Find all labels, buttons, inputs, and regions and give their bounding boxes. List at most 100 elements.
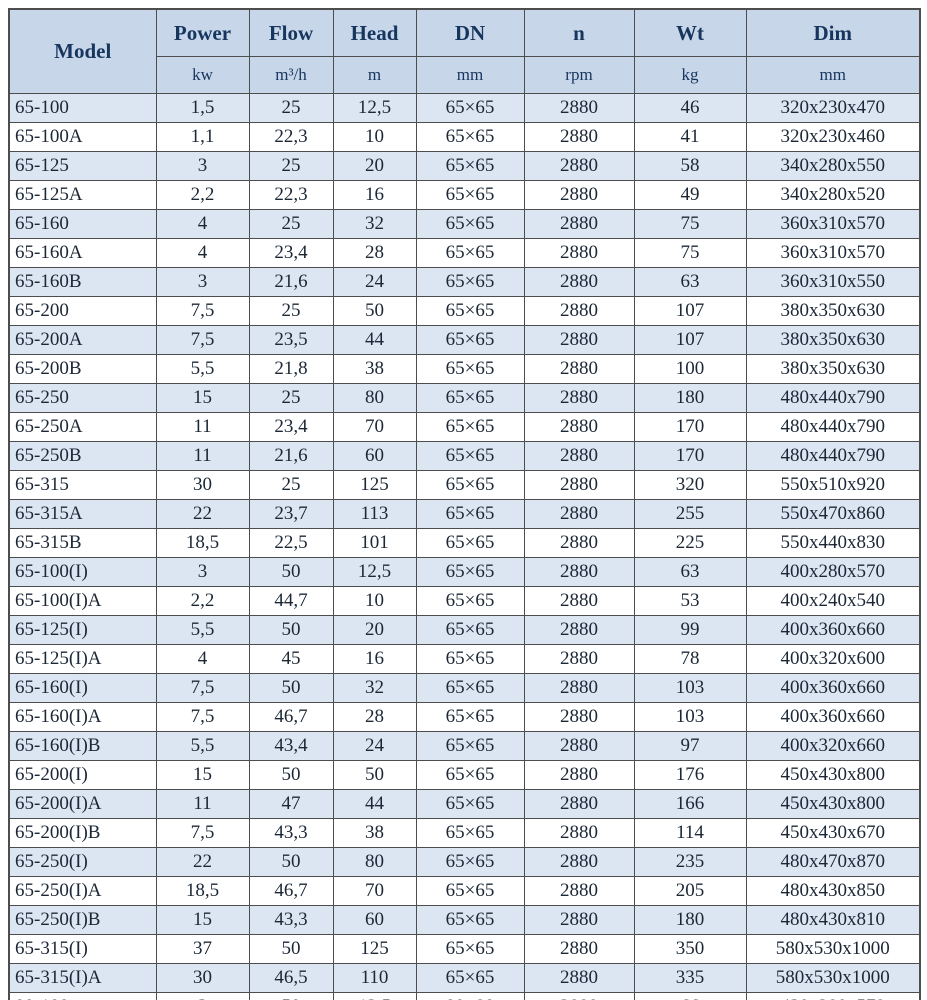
table-row: 65-200B 5,5 21,8 38 65×65 2880 100 380x350x630 (8, 354, 921, 384)
cell-n: 2880 (523, 905, 635, 935)
cell-dim: 400x360x660 (745, 673, 921, 703)
cell-flow: 25 (248, 93, 334, 123)
cell-power: 15 (155, 760, 250, 790)
cell-head: 38 (332, 818, 417, 848)
cell-model: 65-315(I)A (8, 963, 157, 993)
cell-wt: 97 (633, 731, 747, 761)
cell-model: 65-250 (8, 383, 157, 413)
cell-dn: 65×65 (415, 876, 525, 906)
cell-flow: 23,7 (248, 499, 334, 529)
cell-dim: 400x280x570 (745, 557, 921, 587)
cell-dim: 360x310x570 (745, 209, 921, 239)
table-row: 65-160(I)A 7,5 46,7 28 65×65 2880 103 400x360x6… (8, 702, 921, 732)
cell-power: 11 (155, 789, 250, 819)
cell-dn: 65×65 (415, 93, 525, 123)
cell-power: 7,5 (155, 296, 250, 326)
table-body: 65-100 1,5 25 12,5 65×65 2880 46 320x230x470 65-… (8, 93, 921, 1000)
cell-power: 5,5 (155, 615, 250, 645)
table-row: 65-315(I)A 30 46,5 110 65×65 2880 335 580x530x1… (8, 963, 921, 993)
cell-n: 2880 (523, 209, 635, 239)
cell-wt: 49 (633, 180, 747, 210)
table-row: 65-200 7,5 25 50 65×65 2880 107 380x350x630 (8, 296, 921, 326)
cell-model: 65-100A (8, 122, 157, 152)
cell-power: 3 (155, 267, 250, 297)
cell-dn: 80×80 (415, 992, 525, 1000)
cell-wt: 180 (633, 905, 747, 935)
cell-dim: 400x320x660 (745, 731, 921, 761)
table-row: 65-200(I) 15 50 50 65×65 2880 176 450x430x800 (8, 760, 921, 790)
cell-n: 2880 (523, 615, 635, 645)
pump-spec-table: Model Power Flow Head DN n Wt Dim kw m³/h m mm rpm kg… (8, 8, 921, 1000)
cell-dn: 65×65 (415, 267, 525, 297)
cell-n: 2880 (523, 731, 635, 761)
cell-head: 24 (332, 267, 417, 297)
cell-model: 65-200A (8, 325, 157, 355)
cell-head: 70 (332, 412, 417, 442)
cell-power: 18,5 (155, 876, 250, 906)
cell-flow: 21,6 (248, 267, 334, 297)
cell-model: 65-250(I)B (8, 905, 157, 935)
cell-dn: 65×65 (415, 180, 525, 210)
cell-dim: 450x430x800 (745, 760, 921, 790)
cell-n: 2880 (523, 325, 635, 355)
cell-wt: 205 (633, 876, 747, 906)
cell-power: 7,5 (155, 673, 250, 703)
column-unit-power: kw (155, 56, 250, 94)
cell-dim: 360x310x550 (745, 267, 921, 297)
cell-wt: 41 (633, 122, 747, 152)
cell-power: 22 (155, 847, 250, 877)
cell-power: 11 (155, 412, 250, 442)
cell-power: 18,5 (155, 528, 250, 558)
cell-flow: 25 (248, 470, 334, 500)
cell-dim: 360x310x570 (745, 238, 921, 268)
table-row: 65-100(I) 3 50 12,5 65×65 2880 63 400x280x570 (8, 557, 921, 587)
cell-power: 4 (155, 644, 250, 674)
cell-dn: 65×65 (415, 818, 525, 848)
cell-model: 65-315A (8, 499, 157, 529)
table-row: 65-160A 4 23,4 28 65×65 2880 75 360x310x570 (8, 238, 921, 268)
cell-dn: 65×65 (415, 847, 525, 877)
table-row: 65-160 4 25 32 65×65 2880 75 360x310x570 (8, 209, 921, 239)
cell-head: 80 (332, 383, 417, 413)
cell-dim: 400x320x600 (745, 644, 921, 674)
cell-power: 3 (155, 992, 250, 1000)
cell-power: 15 (155, 383, 250, 413)
cell-model: 65-100(I) (8, 557, 157, 587)
cell-model: 65-100(I)A (8, 586, 157, 616)
cell-model: 65-160A (8, 238, 157, 268)
cell-head: 32 (332, 673, 417, 703)
cell-flow: 50 (248, 557, 334, 587)
table-row: 65-200(I)B 7,5 43,3 38 65×65 2880 114 450x430x6… (8, 818, 921, 848)
cell-dn: 65×65 (415, 151, 525, 181)
cell-model: 65-160(I)B (8, 731, 157, 761)
table-row: 65-160B 3 21,6 24 65×65 2880 63 360x310x550 (8, 267, 921, 297)
table-row: 65-250(I)A 18,5 46,7 70 65×65 2880 205 480x430x… (8, 876, 921, 906)
cell-n: 2880 (523, 934, 635, 964)
cell-wt: 78 (633, 644, 747, 674)
cell-head: 125 (332, 470, 417, 500)
cell-wt: 235 (633, 847, 747, 877)
cell-dim: 480x440x790 (745, 383, 921, 413)
cell-power: 2,2 (155, 180, 250, 210)
cell-n: 2880 (523, 673, 635, 703)
cell-power: 30 (155, 963, 250, 993)
cell-n: 2880 (523, 93, 635, 123)
cell-model: 65-250(I) (8, 847, 157, 877)
table-row: 65-315 30 25 125 65×65 2880 320 550x510x920 (8, 470, 921, 500)
cell-model: 65-160 (8, 209, 157, 239)
table-row: 65-250(I)B 15 43,3 60 65×65 2880 180 480x430x81… (8, 905, 921, 935)
cell-model: 65-250B (8, 441, 157, 471)
cell-power: 4 (155, 209, 250, 239)
cell-n: 2880 (523, 963, 635, 993)
table-row: 65-250B 11 21,6 60 65×65 2880 170 480x440x790 (8, 441, 921, 471)
table-row: 65-160(I)B 5,5 43,4 24 65×65 2880 97 400x320x66… (8, 731, 921, 761)
cell-n: 2880 (523, 760, 635, 790)
cell-dn: 65×65 (415, 122, 525, 152)
cell-power: 1,1 (155, 122, 250, 152)
cell-dn: 65×65 (415, 238, 525, 268)
cell-dn: 65×65 (415, 760, 525, 790)
cell-head: 16 (332, 180, 417, 210)
cell-dn: 65×65 (415, 354, 525, 384)
table-row: 65-250(I) 22 50 80 65×65 2880 235 480x470x870 (8, 847, 921, 877)
cell-head: 16 (332, 644, 417, 674)
